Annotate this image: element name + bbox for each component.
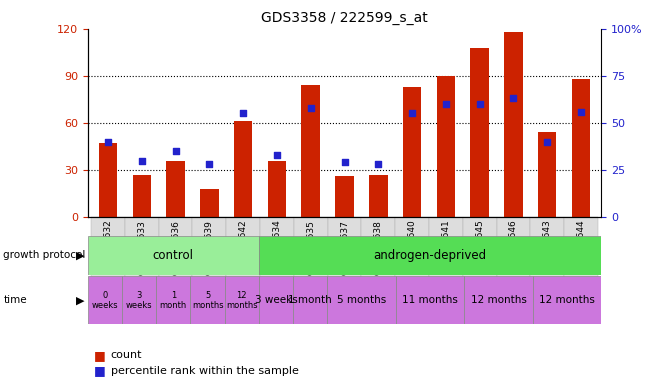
Text: 12 months: 12 months <box>471 295 526 306</box>
Bar <box>530 217 564 302</box>
Point <box>576 109 586 115</box>
Point <box>339 159 350 166</box>
Bar <box>403 87 421 217</box>
Bar <box>533 276 601 324</box>
Bar <box>190 276 225 324</box>
Point <box>407 111 417 117</box>
Point <box>542 139 552 145</box>
Bar <box>234 121 252 217</box>
Point <box>170 148 181 154</box>
Point <box>238 111 248 117</box>
Bar <box>361 217 395 302</box>
Point <box>306 105 316 111</box>
Bar <box>88 236 259 275</box>
Bar <box>302 85 320 217</box>
Point <box>508 95 519 101</box>
Bar <box>335 176 354 217</box>
Text: androgen-deprived: androgen-deprived <box>374 249 487 262</box>
Bar <box>395 217 429 302</box>
Bar <box>259 236 601 275</box>
Point <box>474 101 485 107</box>
Text: 12
months: 12 months <box>226 291 257 310</box>
Bar <box>437 76 455 217</box>
Bar <box>463 217 497 302</box>
Bar <box>226 217 260 302</box>
Text: 11 months: 11 months <box>402 295 458 306</box>
Bar <box>166 161 185 217</box>
Bar <box>99 143 117 217</box>
Bar <box>88 276 122 324</box>
Text: 1 month: 1 month <box>289 295 332 306</box>
Bar <box>328 217 361 302</box>
Point <box>373 161 384 167</box>
Bar <box>192 217 226 302</box>
Text: 1
month: 1 month <box>160 291 187 310</box>
Point <box>204 161 214 167</box>
Bar <box>572 79 590 217</box>
Text: ▶: ▶ <box>76 295 85 306</box>
Text: ■: ■ <box>94 364 106 377</box>
Bar <box>471 48 489 217</box>
Bar <box>464 276 533 324</box>
Bar <box>538 132 556 217</box>
Bar <box>225 276 259 324</box>
Title: GDS3358 / 222599_s_at: GDS3358 / 222599_s_at <box>261 11 428 25</box>
Text: time: time <box>3 295 27 306</box>
Bar <box>293 276 328 324</box>
Text: ■: ■ <box>94 349 106 362</box>
Text: 0
weeks: 0 weeks <box>92 291 118 310</box>
Bar <box>564 217 598 302</box>
Bar <box>159 217 192 302</box>
Bar <box>91 217 125 302</box>
Text: 3
weeks: 3 weeks <box>126 291 152 310</box>
Bar <box>156 276 190 324</box>
Text: ▶: ▶ <box>76 250 85 260</box>
Bar <box>125 217 159 302</box>
Text: percentile rank within the sample: percentile rank within the sample <box>111 366 298 376</box>
Bar <box>396 276 464 324</box>
Text: 5 months: 5 months <box>337 295 386 306</box>
Bar <box>122 276 156 324</box>
Bar <box>294 217 328 302</box>
Point <box>272 152 282 158</box>
Text: control: control <box>153 249 194 262</box>
Text: 3 weeks: 3 weeks <box>255 295 298 306</box>
Text: 12 months: 12 months <box>539 295 595 306</box>
Bar <box>259 276 293 324</box>
Text: count: count <box>111 350 142 360</box>
Point <box>103 139 113 145</box>
Bar <box>369 175 387 217</box>
Bar <box>497 217 530 302</box>
Text: growth protocol: growth protocol <box>3 250 86 260</box>
Bar <box>429 217 463 302</box>
Point <box>136 157 147 164</box>
Bar <box>200 189 218 217</box>
Bar <box>133 175 151 217</box>
Bar <box>504 32 523 217</box>
Point <box>441 101 451 107</box>
Bar <box>268 161 286 217</box>
Text: 5
months: 5 months <box>192 291 224 310</box>
Bar <box>260 217 294 302</box>
Bar <box>328 276 396 324</box>
